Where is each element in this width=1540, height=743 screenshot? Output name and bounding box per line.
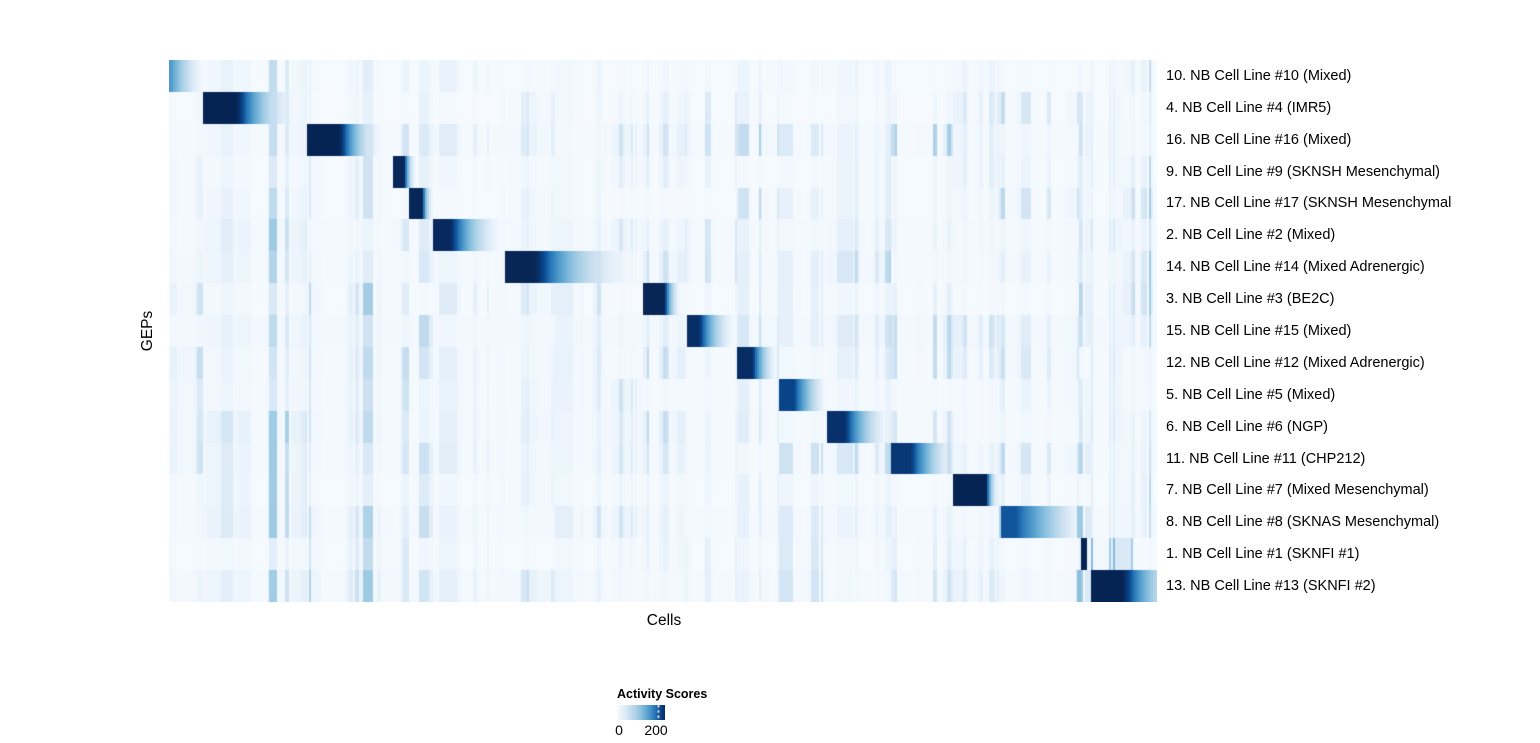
- x-axis-label: Cells: [646, 612, 682, 629]
- row-label: 16. NB Cell Line #16 (Mixed): [1166, 131, 1352, 148]
- row-label: 5. NB Cell Line #5 (Mixed): [1166, 386, 1336, 403]
- heatmap-canvas: [169, 60, 1157, 602]
- row-label: 3. NB Cell Line #3 (BE2C): [1166, 291, 1335, 308]
- row-label: 9. NB Cell Line #9 (SKNSH Mesenchymal): [1166, 163, 1440, 180]
- row-label: 8. NB Cell Line #8 (SKNAS Mesenchymal): [1166, 514, 1440, 531]
- row-label: 4. NB Cell Line #4 (IMR5): [1166, 99, 1332, 116]
- legend-colorbar: [617, 705, 665, 720]
- row-label: 11. NB Cell Line #11 (CHP212): [1166, 450, 1366, 467]
- legend-tick-max: 200: [644, 722, 668, 738]
- row-label: 6. NB Cell Line #6 (NGP): [1166, 418, 1328, 435]
- row-label: 7. NB Cell Line #7 (Mixed Mesenchymal): [1166, 482, 1429, 499]
- row-label: 1. NB Cell Line #1 (SKNFI #1): [1166, 546, 1360, 563]
- legend-tick-min: 0: [615, 722, 623, 738]
- row-label: 14. NB Cell Line #14 (Mixed Adrenergic): [1166, 259, 1425, 276]
- row-label: 13. NB Cell Line #13 (SKNFI #2): [1166, 578, 1376, 595]
- row-labels: 10. NB Cell Line #10 (Mixed) 4. NB Cell L…: [1166, 0, 1540, 743]
- legend-title: Activity Scores: [617, 687, 708, 701]
- row-label: 12. NB Cell Line #12 (Mixed Adrenergic): [1166, 354, 1425, 371]
- row-label: 15. NB Cell Line #15 (Mixed): [1166, 322, 1352, 339]
- y-axis-label: GEPs: [139, 310, 156, 352]
- row-label: 2. NB Cell Line #2 (Mixed): [1166, 227, 1336, 244]
- row-label: 10. NB Cell Line #10 (Mixed): [1166, 67, 1352, 84]
- row-label: 17. NB Cell Line #17 (SKNSH Mesenchymal: [1166, 195, 1452, 212]
